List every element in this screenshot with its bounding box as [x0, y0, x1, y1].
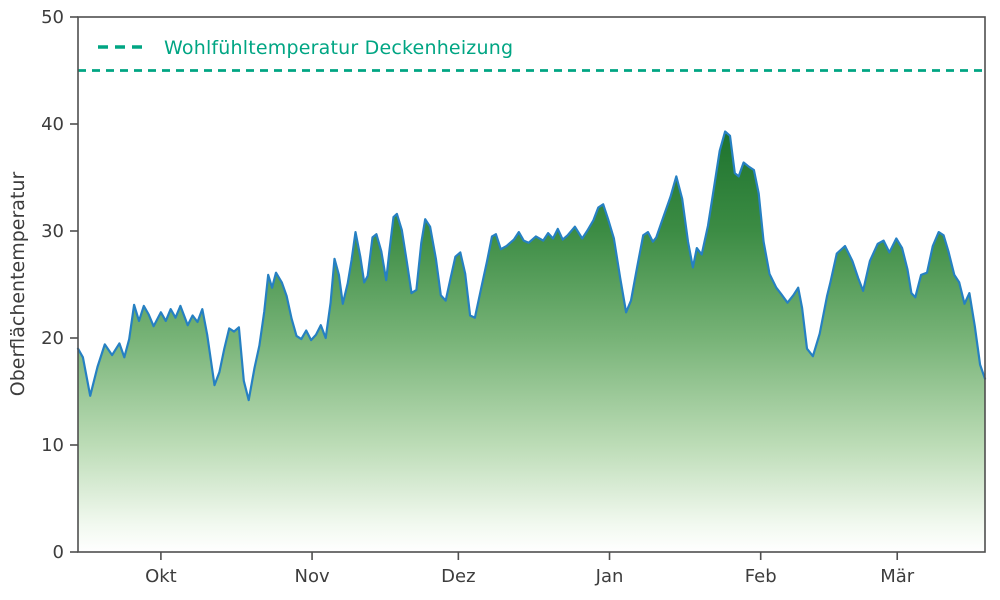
y-tick-label: 10: [41, 435, 64, 456]
x-axis-ticks: Okt Nov Dez Jan Feb Mär: [145, 552, 915, 587]
legend-label: Wohlfühltemperatur Deckenheizung: [164, 37, 513, 59]
y-tick-label: 50: [41, 7, 64, 28]
temperature-area: [78, 131, 985, 552]
y-tick-label: 20: [41, 328, 64, 349]
y-axis-ticks: 0 10 20 30 40 50: [41, 7, 78, 563]
x-tick-label: Mär: [880, 566, 915, 587]
temperature-line: [76, 130, 987, 402]
y-axis-label: Oberflächentemperatur: [7, 172, 29, 397]
x-tick-label: Feb: [745, 566, 777, 587]
x-tick-label: Nov: [294, 566, 329, 587]
y-tick-label: 0: [53, 542, 64, 563]
legend: Wohlfühltemperatur Deckenheizung: [98, 37, 513, 59]
y-tick-label: 40: [41, 114, 64, 135]
x-tick-label: Okt: [145, 566, 177, 587]
y-tick-label: 30: [41, 221, 64, 242]
x-tick-label: Jan: [595, 566, 624, 587]
x-tick-label: Dez: [441, 566, 475, 587]
plot-frame: [77, 16, 986, 553]
